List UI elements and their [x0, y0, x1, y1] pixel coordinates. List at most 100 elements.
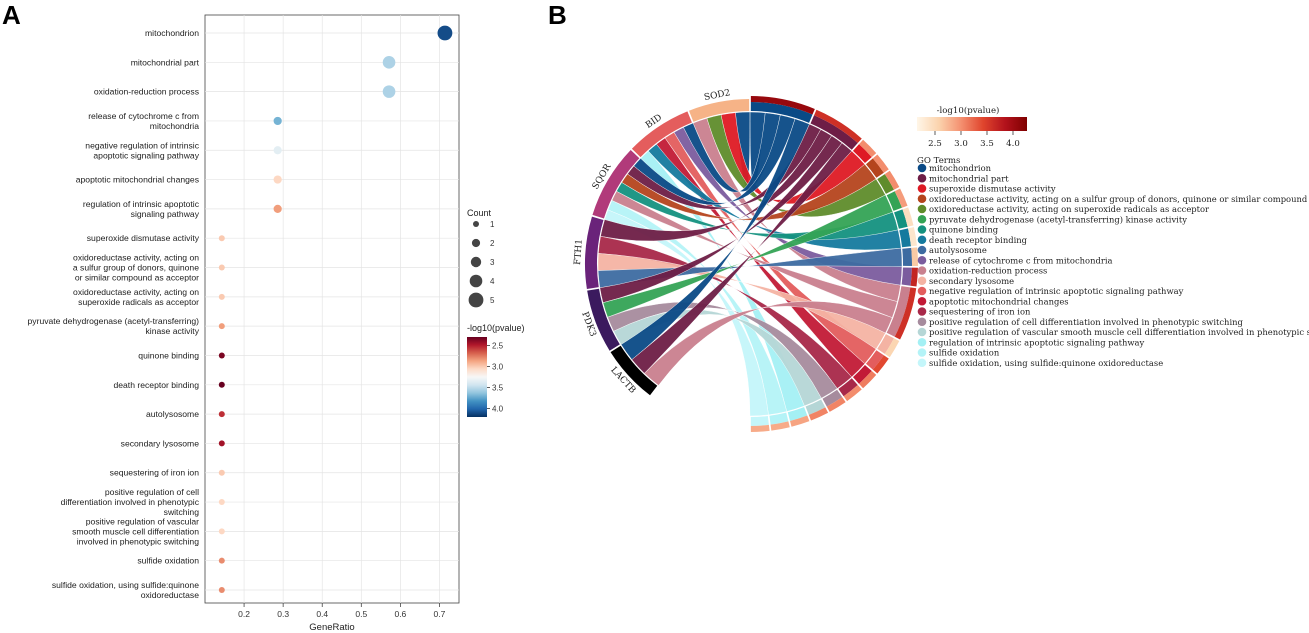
- category-label: mitochondrial part: [131, 57, 200, 67]
- dot: [218, 293, 225, 300]
- count-legend-dot: [468, 292, 484, 308]
- chord-pvalue-colorbar: -log10(pvalue) 2.5 3.0 3.5 4.0: [917, 105, 1027, 149]
- go-term-heat-arc: [826, 397, 846, 412]
- go-term-swatch: [917, 204, 927, 214]
- x-tick-label: 0.4: [316, 609, 328, 619]
- category-label-line: sulfide oxidation, using sulfide:quinone: [52, 580, 199, 590]
- category-label-line: mitochondria: [150, 121, 199, 131]
- gene-arc: [688, 99, 750, 122]
- category-label: superoxide dismutase activity: [87, 233, 200, 243]
- go-term-heat-arc: [770, 421, 790, 431]
- go-term-swatch: [917, 235, 927, 245]
- go-term-swatch: [917, 225, 927, 234]
- category-label-line: oxidoreductase: [141, 590, 200, 600]
- go-term-arc: [865, 350, 884, 370]
- pvalue-tick-label: 3.5: [492, 384, 504, 393]
- go-term-swatch: [917, 184, 927, 193]
- x-tick-label: 0.2: [238, 609, 250, 619]
- count-legend-label: 4: [490, 277, 495, 286]
- chord-link: [620, 118, 810, 360]
- x-tick-label: 0.5: [355, 609, 367, 619]
- count-legend-dot: [470, 256, 482, 268]
- dot: [218, 235, 225, 242]
- go-term-label: release of cytochrome c from mitochondri…: [929, 255, 1113, 265]
- go-term-swatch: [917, 317, 927, 327]
- category-label-line: superoxide radicals as acceptor: [78, 297, 199, 307]
- category-label: apoptotic mitochondrial changes: [76, 175, 199, 185]
- category-label-line: pyruvate dehydrogenase (acetyl-transferr…: [28, 316, 200, 326]
- go-term-heat-arc: [911, 247, 918, 267]
- count-legend-dot: [469, 274, 483, 288]
- pvalue-tick-label: 3.0: [492, 362, 504, 371]
- category-label-line: sequestering of iron ion: [110, 468, 200, 478]
- chord-link: [631, 142, 852, 374]
- go-term-heat-arc: [750, 96, 815, 115]
- category-label: secondary lysosome: [121, 438, 200, 448]
- category-label: oxidoreductase activity, acting on supero…: [73, 287, 199, 307]
- category-label-line: kinase activity: [146, 326, 200, 336]
- chord-colorbar-title: -log10(pvalue): [937, 105, 1000, 116]
- pvalue-tick-label: 4.0: [492, 405, 504, 414]
- go-term-label: positive regulation of cell differentiat…: [929, 317, 1244, 327]
- count-legend-dot: [473, 221, 479, 227]
- go-term-arc: [822, 389, 843, 407]
- go-term-label: oxidoreductase activity, acting on super…: [929, 204, 1209, 214]
- pvalue-colorbar: [467, 337, 487, 417]
- chord-link: [644, 301, 893, 386]
- go-term-arc: [901, 267, 912, 286]
- dot: [273, 204, 282, 213]
- chord-link: [602, 194, 894, 318]
- count-legend-label: 3: [490, 258, 495, 267]
- count-legend-title: Count: [467, 208, 492, 218]
- go-term-heat-arc: [872, 154, 889, 173]
- go-term-label: mitochondrial part: [929, 173, 1009, 183]
- dot: [218, 323, 225, 330]
- go-term-swatch: [917, 348, 927, 357]
- go-term-arc: [865, 158, 884, 178]
- go-term-arc: [852, 144, 872, 164]
- go-term-heat-arc: [908, 227, 917, 247]
- go-term-arc: [750, 415, 769, 426]
- category-label-line: autolysosome: [146, 409, 199, 419]
- go-term-heat-arc: [902, 207, 914, 227]
- category-label-line: regulation of intrinsic apoptotic: [83, 199, 200, 209]
- go-term-label: apoptotic mitochondrial changes: [929, 296, 1069, 306]
- go-term-label: quinone binding: [929, 225, 999, 235]
- go-term-heat-arc: [910, 267, 918, 287]
- category-label-line: sulfide oxidation: [137, 556, 199, 566]
- dot: [273, 146, 282, 155]
- go-term-swatch: [917, 163, 927, 173]
- go-term-arcs: [750, 96, 918, 432]
- dot: [218, 352, 225, 359]
- dot: [218, 440, 225, 447]
- category-label-line: positive regulation of cell: [105, 487, 199, 497]
- category-label: sulfide oxidation: [137, 556, 199, 566]
- go-term-heat-arc: [884, 170, 900, 190]
- category-label: sequestering of iron ion: [110, 468, 200, 478]
- category-label-line: oxidoreductase activity, acting on: [73, 253, 199, 263]
- go-term-label: superoxide dismutase activity: [929, 184, 1056, 194]
- category-label: oxidation-reduction process: [94, 87, 199, 97]
- go-term-swatch: [917, 337, 927, 347]
- go-term-heat-arc: [750, 424, 770, 432]
- go-term-arc: [810, 115, 858, 150]
- go-term-label: pyruvate dehydrogenase (acetyl-transferr…: [929, 214, 1187, 224]
- dot: [273, 175, 282, 184]
- go-term-arc: [852, 364, 872, 384]
- chord-colorbar-tick-label: 3.5: [980, 139, 994, 149]
- panel-a-letter: A: [2, 0, 21, 30]
- gene-arc: [610, 345, 658, 396]
- dot: [218, 469, 225, 476]
- go-term-swatch: [917, 194, 927, 204]
- go-term-heat-arc: [872, 355, 889, 374]
- go-term-label: oxidoreductase activity, acting on a sul…: [929, 194, 1309, 204]
- pvalue-legend: -log10(pvalue) 2.5 3.0 3.5 4.0: [467, 323, 525, 417]
- go-term-heat-arc: [843, 384, 862, 402]
- go-term-swatch: [917, 266, 927, 275]
- gene-arc: [587, 288, 620, 351]
- go-term-swatch: [917, 327, 927, 337]
- chord-colorbar-bar: [917, 117, 1027, 131]
- category-label: release of cytochrome c from mitochondria: [88, 111, 199, 131]
- panel-b-letter: B: [548, 0, 567, 30]
